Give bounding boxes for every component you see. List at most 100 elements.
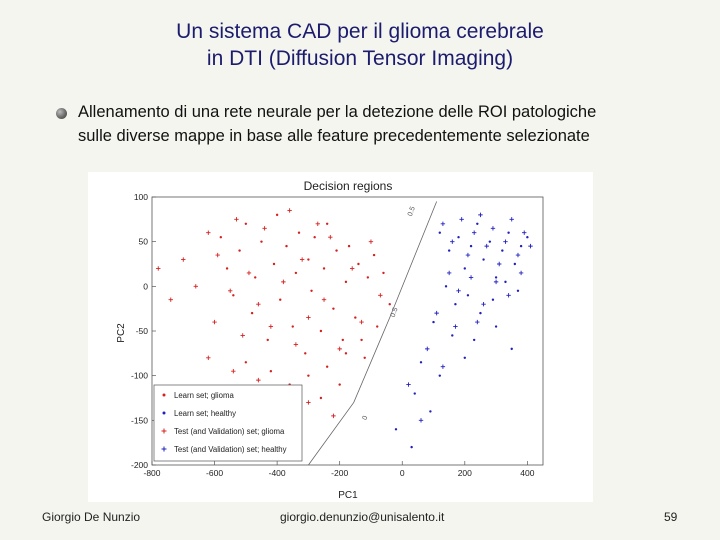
data-point-dot [319, 396, 323, 400]
data-point-plus [503, 239, 508, 244]
data-point-dot [332, 307, 335, 310]
bullet-text: Allenamento di una rete neurale per la d… [78, 100, 698, 148]
data-point-plus [256, 302, 261, 307]
x-tick-label: -400 [269, 468, 286, 478]
data-point-plus [306, 315, 311, 320]
data-point-plus [497, 261, 502, 267]
data-point-dot [366, 276, 370, 279]
legend-label: Learn set; healthy [174, 409, 236, 418]
data-point-dot [304, 352, 307, 355]
legend-label: Learn set; glioma [174, 391, 234, 400]
chart-x-label: PC1 [338, 490, 358, 501]
data-point-dot [513, 262, 517, 266]
data-point-plus [228, 288, 233, 293]
data-point-dot [372, 253, 376, 257]
y-tick-label: -200 [131, 460, 148, 470]
data-point-dot [488, 240, 492, 243]
data-point-dot [457, 236, 460, 239]
data-point-dot [394, 428, 398, 431]
data-point-plus [490, 226, 496, 231]
data-point-dot [466, 294, 470, 297]
data-point-dot [388, 303, 391, 306]
legend-label: Test (and Validation) set; glioma [174, 427, 285, 436]
data-point-dot [438, 374, 441, 377]
footer-email: giorgio.denunzio@unisalento.it [280, 510, 445, 524]
data-point-dot [313, 236, 316, 239]
decision-regions-figure: Decision regions PC2 PC1 -800 -600 -400 -20… [88, 172, 593, 502]
data-point-dot [526, 236, 529, 239]
data-point-plus [246, 270, 252, 276]
data-point-dot [344, 352, 348, 355]
data-point-dot [504, 280, 507, 284]
data-point-dot [413, 392, 416, 395]
data-point-dot [254, 276, 257, 279]
data-point-dot [310, 289, 313, 292]
legend-marker-plus [161, 428, 167, 434]
data-point-dot [319, 329, 323, 333]
data-point-plus [450, 239, 455, 244]
data-point-plus [193, 284, 198, 289]
data-point-dot [494, 325, 498, 328]
bullet-line-2: sulle diverse mappe in base alle feature… [78, 127, 590, 145]
data-point-dot [363, 356, 366, 359]
boundary-contour-label: 0.5 [390, 307, 400, 319]
y-tick-label: 0 [143, 281, 148, 291]
data-point-plus [368, 239, 374, 244]
data-point-plus [406, 382, 411, 387]
data-point-plus [528, 243, 533, 249]
data-point-dot [279, 298, 282, 301]
data-point-dot [272, 262, 276, 266]
data-point-plus [440, 221, 446, 226]
data-point-dot [238, 249, 241, 252]
data-point-plus [425, 346, 430, 352]
data-point-dot [347, 244, 351, 248]
data-point-dot [507, 231, 510, 234]
data-point-dot [451, 334, 454, 337]
x-tick-label: 200 [458, 468, 472, 478]
bullet-dot-icon [56, 108, 67, 119]
y-tick-label: -150 [131, 415, 148, 425]
title-line-1: Un sistema CAD per il glioma cerebrale [176, 20, 544, 43]
data-point-dot [269, 370, 273, 373]
data-point-plus [299, 257, 305, 262]
data-point-plus [378, 293, 383, 298]
data-point-dot [432, 320, 435, 324]
chart-legend: Learn set; glioma Learn set; healthy Test … [153, 384, 303, 462]
data-point-dot [297, 231, 301, 234]
bullet-line-1: Allenamento di una rete neurale per la d… [78, 103, 597, 121]
decision-regions-chart: Decision regions PC2 PC1 -800 -600 -400 -20… [116, 179, 544, 501]
data-point-plus [240, 333, 245, 338]
data-point-dot [491, 298, 495, 301]
data-point-plus [453, 324, 458, 329]
data-point-dot [266, 338, 269, 342]
data-point-plus [281, 279, 286, 285]
data-point-dot [338, 383, 341, 386]
y-tick-label: -50 [136, 326, 149, 336]
data-point-plus [459, 217, 464, 222]
data-point-plus [475, 319, 480, 325]
legend-marker-plus [161, 446, 167, 452]
data-point-dot [325, 365, 329, 368]
data-point-plus [478, 212, 483, 218]
data-point-plus [456, 288, 461, 293]
x-tick-label: 400 [520, 468, 534, 478]
legend-marker-dot [162, 393, 166, 397]
footer-page-number: 59 [664, 510, 678, 524]
data-point-plus [331, 413, 336, 419]
data-point-dot [360, 338, 363, 342]
data-point-dot [376, 325, 379, 328]
data-point-dot [519, 244, 523, 248]
data-point-plus [468, 275, 474, 280]
data-point-plus [349, 266, 355, 271]
data-point-dot [476, 222, 479, 225]
data-point-dot [472, 338, 476, 342]
boundary-contour-label: 0 [362, 415, 370, 421]
y-tick-label: -100 [131, 371, 148, 381]
data-point-plus [268, 324, 274, 329]
legend-marker-dot [162, 411, 166, 415]
data-point-dot [469, 244, 473, 248]
data-point-dot [501, 249, 504, 252]
data-point-dot [291, 325, 294, 328]
x-tick-label: -600 [206, 468, 223, 478]
x-tick-label: 0 [400, 468, 405, 478]
